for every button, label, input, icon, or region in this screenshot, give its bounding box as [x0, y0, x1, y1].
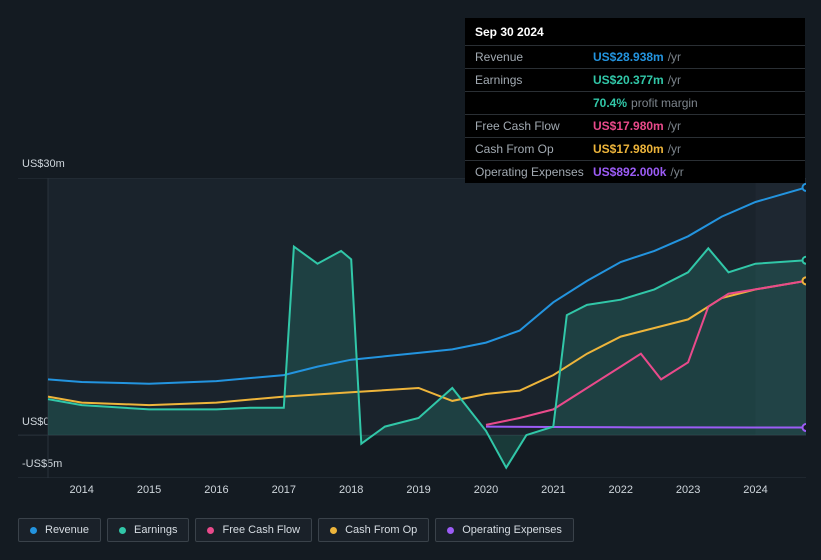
x-tick-label: 2021 — [541, 484, 565, 496]
tooltip-row-value: US$20.377m — [593, 73, 664, 87]
x-tick-label: 2019 — [406, 484, 430, 496]
legend-chip-cfo[interactable]: Cash From Op — [318, 518, 429, 542]
tooltip-row-suffix: /yr — [668, 50, 681, 64]
tooltip-row: Cash From OpUS$17.980m/yr — [465, 137, 805, 160]
tooltip-row-value: US$17.980m — [593, 142, 664, 156]
tooltip-row-suffix: /yr — [668, 142, 681, 156]
legend-chip-revenue[interactable]: Revenue — [18, 518, 101, 542]
tooltip-row: Free Cash FlowUS$17.980m/yr — [465, 114, 805, 137]
x-axis: 2014 2015 2016 2017 2018 2019 2020 2021 2022 2023… — [18, 484, 806, 500]
tooltip-row-value: US$28.938m — [593, 50, 664, 64]
tooltip-row-suffix: /yr — [670, 165, 683, 179]
data-tooltip: Sep 30 2024 RevenueUS$28.938m/yrEarnings… — [465, 18, 805, 183]
x-tick-label: 2018 — [339, 484, 363, 496]
tooltip-row-value: US$17.980m — [593, 119, 664, 133]
tooltip-row: RevenueUS$28.938m/yr — [465, 45, 805, 68]
legend-label: Earnings — [134, 524, 177, 536]
tooltip-row-suffix: profit margin — [631, 96, 698, 110]
tooltip-row: EarningsUS$20.377m/yr — [465, 68, 805, 91]
x-tick-label: 2017 — [272, 484, 296, 496]
legend-dot-icon — [330, 527, 337, 534]
tooltip-row-label: Cash From Op — [475, 142, 593, 156]
legend-chip-fcf[interactable]: Free Cash Flow — [195, 518, 312, 542]
tooltip-row-suffix: /yr — [668, 73, 681, 87]
x-tick-label: 2020 — [474, 484, 498, 496]
tooltip-row-label: Free Cash Flow — [475, 119, 593, 133]
legend-label: Free Cash Flow — [222, 524, 300, 536]
x-tick-label: 2016 — [204, 484, 228, 496]
legend-chip-opex[interactable]: Operating Expenses — [435, 518, 574, 542]
tooltip-date: Sep 30 2024 — [465, 18, 805, 45]
x-tick-label: 2014 — [69, 484, 93, 496]
tooltip-row-value: 70.4% — [593, 96, 627, 110]
legend-chip-earnings[interactable]: Earnings — [107, 518, 189, 542]
tooltip-row: Operating ExpensesUS$892.000k/yr — [465, 160, 805, 183]
legend-label: Cash From Op — [345, 524, 417, 536]
x-tick-label: 2015 — [137, 484, 161, 496]
legend-dot-icon — [119, 527, 126, 534]
x-tick-label: 2023 — [676, 484, 700, 496]
legend: Revenue Earnings Free Cash Flow Cash From O… — [18, 518, 574, 542]
legend-dot-icon — [447, 527, 454, 534]
tooltip-row-label: Operating Expenses — [475, 165, 593, 179]
tooltip-row-label: Revenue — [475, 50, 593, 64]
legend-label: Operating Expenses — [462, 524, 562, 536]
legend-label: Revenue — [45, 524, 89, 536]
tooltip-row-label: Earnings — [475, 73, 593, 87]
tooltip-row-value: US$892.000k — [593, 165, 666, 179]
y-axis-label-30m: US$30m — [22, 158, 65, 170]
x-tick-label: 2022 — [608, 484, 632, 496]
x-tick-label: 2024 — [743, 484, 767, 496]
chart-plot-area[interactable] — [18, 178, 806, 478]
legend-dot-icon — [30, 527, 37, 534]
tooltip-row-suffix: /yr — [668, 119, 681, 133]
legend-dot-icon — [207, 527, 214, 534]
tooltip-row: 70.4% profit margin — [465, 91, 805, 114]
series-opex — [486, 427, 806, 428]
